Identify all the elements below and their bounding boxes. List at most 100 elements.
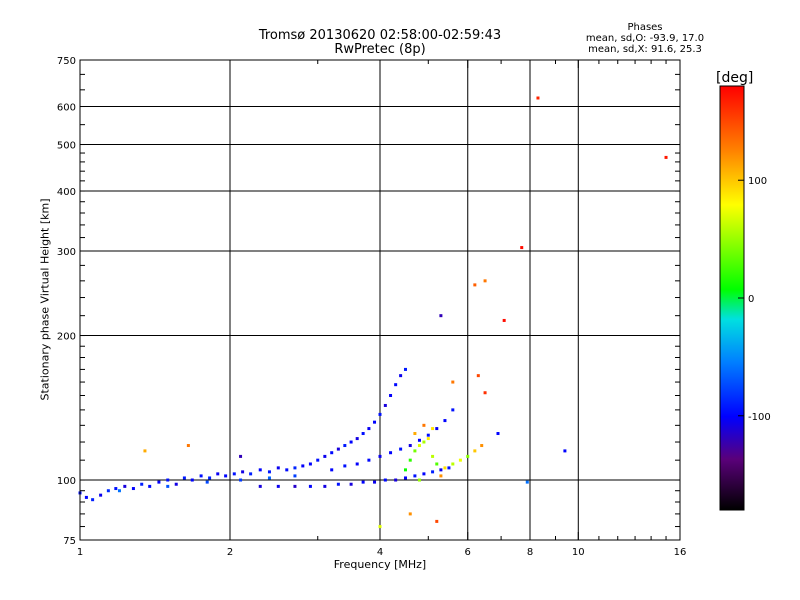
data-point <box>664 155 668 159</box>
y-tick-label: 300 <box>57 247 76 258</box>
data-point <box>249 472 253 476</box>
data-point <box>308 484 312 488</box>
data-point <box>378 454 382 458</box>
data-point <box>413 432 417 436</box>
y-tick-label: 75 <box>63 536 76 547</box>
data-point <box>483 279 487 283</box>
data-point <box>293 466 297 470</box>
data-point <box>276 466 280 470</box>
data-point <box>267 470 271 474</box>
data-point <box>336 482 340 486</box>
y-tick-label: 600 <box>57 103 76 114</box>
colorbar-tick-label: 0 <box>748 294 754 305</box>
data-point <box>417 478 421 482</box>
data-point <box>473 283 477 287</box>
data-point <box>413 474 417 478</box>
data-point <box>394 478 398 482</box>
data-point <box>451 380 455 384</box>
data-point <box>483 391 487 395</box>
data-point <box>435 519 439 523</box>
data-point <box>378 525 382 529</box>
data-point <box>117 489 121 493</box>
data-point <box>316 458 320 462</box>
data-point <box>422 440 426 444</box>
data-point <box>323 454 327 458</box>
data-point <box>84 495 88 499</box>
phase-o-stats: mean, sd,O: -93.9, 17.0 <box>585 33 705 44</box>
data-point <box>447 466 451 470</box>
data-point <box>166 484 170 488</box>
data-point <box>216 472 220 476</box>
data-point <box>431 427 435 431</box>
phases-heading: Phases <box>627 22 663 33</box>
data-point <box>502 318 506 322</box>
data-point <box>431 454 435 458</box>
grid-lines <box>80 60 680 540</box>
data-point <box>157 480 161 484</box>
data-point <box>383 478 387 482</box>
y-tick-label: 100 <box>57 476 76 487</box>
data-point <box>389 451 393 455</box>
data-point <box>525 480 529 484</box>
data-point <box>373 420 377 424</box>
chart-title: Tromsø 20130620 02:58:00-02:59:43 <box>258 28 502 43</box>
data-point <box>330 468 334 472</box>
data-point <box>205 480 209 484</box>
data-point <box>276 484 280 488</box>
colorbar-tick-label: 100 <box>748 176 767 187</box>
y-axis-label: Stationary phase Virtual Height [km] <box>38 198 52 401</box>
data-point <box>367 458 371 462</box>
data-point <box>123 484 127 488</box>
data-point <box>466 454 470 458</box>
data-point <box>199 474 203 478</box>
data-point <box>166 478 170 482</box>
data-point <box>323 484 327 488</box>
data-point <box>422 472 426 476</box>
data-point <box>399 374 403 378</box>
data-point <box>408 458 412 462</box>
data-point <box>431 470 435 474</box>
data-point <box>267 476 271 480</box>
data-point <box>99 493 103 497</box>
data-points <box>78 96 668 529</box>
data-point <box>186 444 190 448</box>
data-point <box>239 478 243 482</box>
y-tick-labels: 75 100 200 300 400 500 600 750 <box>57 56 76 547</box>
data-point <box>174 482 178 486</box>
x-tick-label: 10 <box>572 547 585 558</box>
data-point <box>232 472 236 476</box>
data-point <box>361 480 365 484</box>
data-point <box>435 462 439 466</box>
data-point <box>443 466 447 470</box>
data-point <box>293 474 297 478</box>
data-point <box>239 454 243 458</box>
data-point <box>426 433 430 437</box>
y-tick-label: 400 <box>57 187 76 198</box>
data-point <box>435 427 439 431</box>
data-point <box>330 451 334 455</box>
data-point <box>520 246 524 250</box>
data-point <box>182 476 186 480</box>
data-point <box>439 468 443 472</box>
data-point <box>403 468 407 472</box>
data-point <box>301 464 305 468</box>
data-point <box>285 468 289 472</box>
x-axis-label: Frequency [MHz] <box>333 558 427 571</box>
data-point <box>140 482 144 486</box>
data-point <box>258 468 262 472</box>
data-point <box>293 484 297 488</box>
y-tick-label: 200 <box>57 332 76 343</box>
x-tick-label: 1 <box>77 547 83 558</box>
data-point <box>355 437 359 441</box>
colorbar-ticks: 100 0 -100 <box>738 176 771 423</box>
colorbar-tick-label: -100 <box>748 412 771 423</box>
data-point <box>389 394 393 398</box>
y-tick-label: 500 <box>57 141 76 152</box>
data-point <box>480 444 484 448</box>
data-point <box>143 449 147 453</box>
x-tick-label: 6 <box>465 547 471 558</box>
data-point <box>439 314 443 318</box>
data-point <box>367 427 371 431</box>
data-point <box>417 438 421 442</box>
